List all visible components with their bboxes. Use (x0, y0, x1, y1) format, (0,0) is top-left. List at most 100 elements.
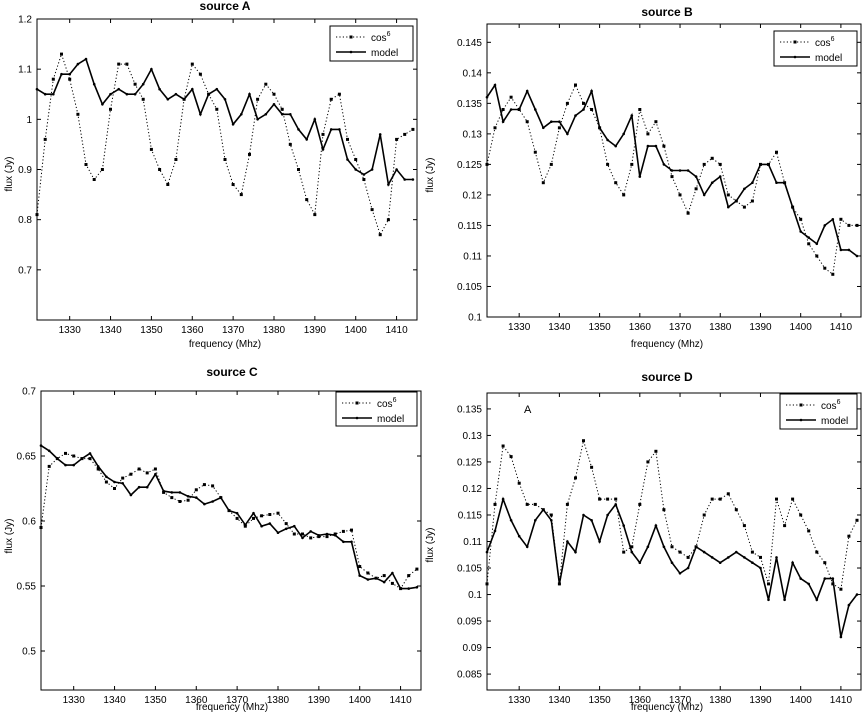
panel-xlabel-source-c: frequency (Mhz) (196, 702, 268, 713)
data-point-cos6 (113, 487, 116, 490)
data-point-model (807, 236, 810, 239)
data-point-model (199, 113, 202, 116)
data-point-cos6 (823, 266, 827, 270)
data-point-model (710, 181, 714, 184)
panel-ylabel-source-a: flux (Jy) (4, 157, 15, 192)
data-point-cos6 (614, 181, 618, 185)
data-point-model (638, 561, 642, 564)
data-point-cos6 (815, 254, 819, 258)
data-point-model (590, 519, 593, 522)
x-tick-label: 1360 (629, 322, 652, 333)
data-point-cos6 (395, 137, 399, 141)
data-point-cos6 (313, 213, 317, 217)
data-point-model (150, 67, 153, 71)
x-tick-label: 1370 (222, 325, 245, 336)
chart-source-c: 1330 1340 1350 1360 1370 1380 1390 1400 1410 0.5 0… (17, 387, 422, 706)
data-point-model (743, 187, 746, 191)
data-point-model (654, 524, 658, 527)
data-point-model (847, 603, 851, 607)
panel-xlabel-source-a: frequency (Mhz) (189, 339, 261, 350)
data-point-model (317, 534, 321, 537)
y-tick-label: 1 (26, 115, 32, 126)
legend-marker-model (793, 55, 797, 59)
data-point-cos6 (325, 535, 329, 539)
data-point-model (72, 463, 75, 467)
data-point-model (338, 128, 341, 131)
data-point-cos6 (84, 163, 88, 166)
data-point-model (68, 72, 71, 76)
data-point-cos6 (153, 467, 157, 471)
data-point-model (534, 519, 537, 522)
data-point-model (84, 57, 88, 61)
data-point-cos6 (582, 101, 585, 105)
data-point-cos6 (493, 126, 497, 130)
data-point-model (622, 132, 625, 136)
data-point-model (101, 103, 104, 106)
x-tick-label: 1370 (669, 695, 692, 706)
data-point-model (558, 582, 561, 586)
legend-marker-cos6 (793, 40, 797, 44)
data-point-model (550, 519, 553, 522)
x-tick-label: 1410 (385, 325, 408, 336)
data-point-model (783, 598, 786, 602)
data-point-model (35, 87, 39, 91)
data-point-model (305, 138, 309, 141)
legend-label-cos6: cos6 (821, 399, 841, 412)
data-point-model (823, 577, 827, 580)
data-point-model (366, 578, 370, 581)
data-point-model (333, 534, 337, 537)
data-point-model (280, 113, 284, 116)
data-point-model (525, 545, 529, 549)
data-point-cos6 (35, 213, 39, 217)
data-point-cos6 (141, 97, 145, 101)
data-point-cos6 (678, 193, 682, 197)
panel-title-source-c: source C (206, 365, 258, 379)
data-point-cos6 (76, 112, 80, 116)
data-point-cos6 (129, 472, 133, 476)
data-point-model (346, 158, 349, 161)
data-point-model (493, 529, 497, 533)
data-point-model (248, 92, 251, 96)
data-point-model (710, 556, 714, 559)
y-tick-label: 0.11 (463, 537, 482, 548)
x-tick-label: 1350 (144, 695, 167, 706)
data-point-model (56, 457, 59, 460)
x-tick-label: 1380 (267, 695, 290, 706)
data-point-cos6 (622, 193, 626, 197)
data-point-model (88, 452, 92, 455)
data-point-cos6 (186, 498, 190, 502)
x-tick-label: 1340 (103, 695, 126, 706)
data-point-model (321, 148, 325, 151)
data-point-cos6 (215, 107, 219, 111)
data-point-model (831, 218, 835, 221)
data-point-cos6 (775, 150, 778, 154)
data-point-cos6 (390, 581, 394, 585)
legend-marker-cos6 (349, 35, 353, 39)
data-point-model (125, 92, 129, 96)
data-point-cos6 (598, 497, 602, 501)
data-point-model (284, 527, 288, 531)
data-point-model (166, 98, 170, 101)
data-point-model (791, 205, 794, 209)
data-point-cos6 (630, 545, 634, 549)
data-point-cos6 (565, 502, 569, 506)
x-tick-label: 1360 (185, 695, 208, 706)
data-point-cos6 (734, 508, 738, 512)
data-point-model (186, 495, 190, 498)
legend-source-c: cos6 model (335, 391, 418, 427)
y-tick-label: 0.11 (463, 251, 482, 262)
data-point-model (839, 248, 843, 252)
data-point-cos6 (767, 582, 770, 586)
data-point-cos6 (362, 178, 366, 181)
x-tick-label: 1410 (830, 322, 853, 333)
data-point-cos6 (211, 484, 215, 488)
data-point-cos6 (614, 497, 618, 501)
data-point-model (411, 178, 415, 181)
data-point-model (191, 87, 194, 91)
y-tick-label: 0.7 (18, 265, 32, 276)
data-point-model (670, 169, 674, 172)
data-point-cos6 (178, 500, 182, 503)
data-point-model (178, 491, 182, 494)
y-tick-label: 0.55 (17, 582, 37, 593)
